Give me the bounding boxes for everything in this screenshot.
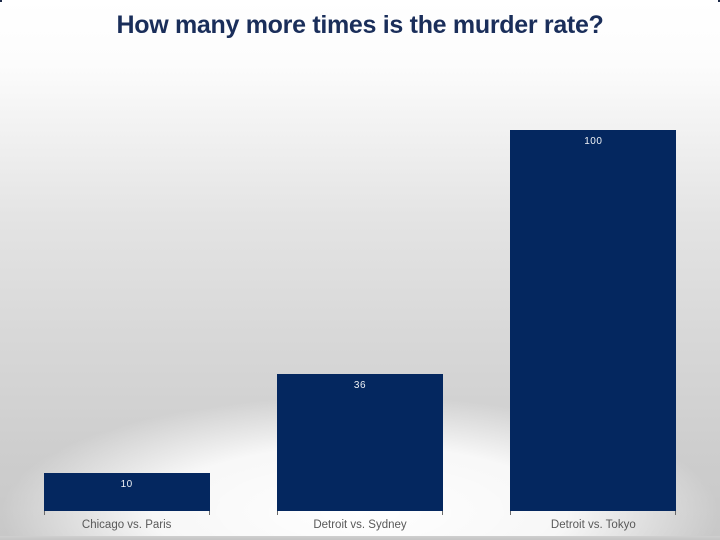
chart-title: How many more times is the murder rate? (116, 11, 604, 39)
bar: 100 (510, 130, 677, 515)
bar-value-label: 36 (353, 379, 367, 391)
bar-category-label: Detroit vs. Tokyo (550, 519, 636, 531)
bar: 10 (43, 472, 210, 516)
bar-category-label: Detroit vs. Sydney (313, 519, 407, 531)
bar-value-label: 10 (120, 478, 133, 490)
bar-group: 100 Detroit vs. Tokyo (477, 130, 710, 531)
bar-category-label: Chicago vs. Paris (81, 519, 172, 531)
bar: 36 (276, 373, 443, 516)
top-left-corner-mark (0, 0, 2, 2)
top-right-corner-mark (718, 0, 720, 2)
bar-value-label: 100 (584, 136, 603, 147)
bar-group: 10 Chicago vs. Paris (10, 130, 243, 531)
bar-chart: 10 Chicago vs. Paris 36 Detroit vs. Sydney 1… (10, 130, 710, 531)
bottom-edge-strip (0, 536, 720, 540)
bar-group: 36 Detroit vs. Sydney (243, 130, 476, 531)
